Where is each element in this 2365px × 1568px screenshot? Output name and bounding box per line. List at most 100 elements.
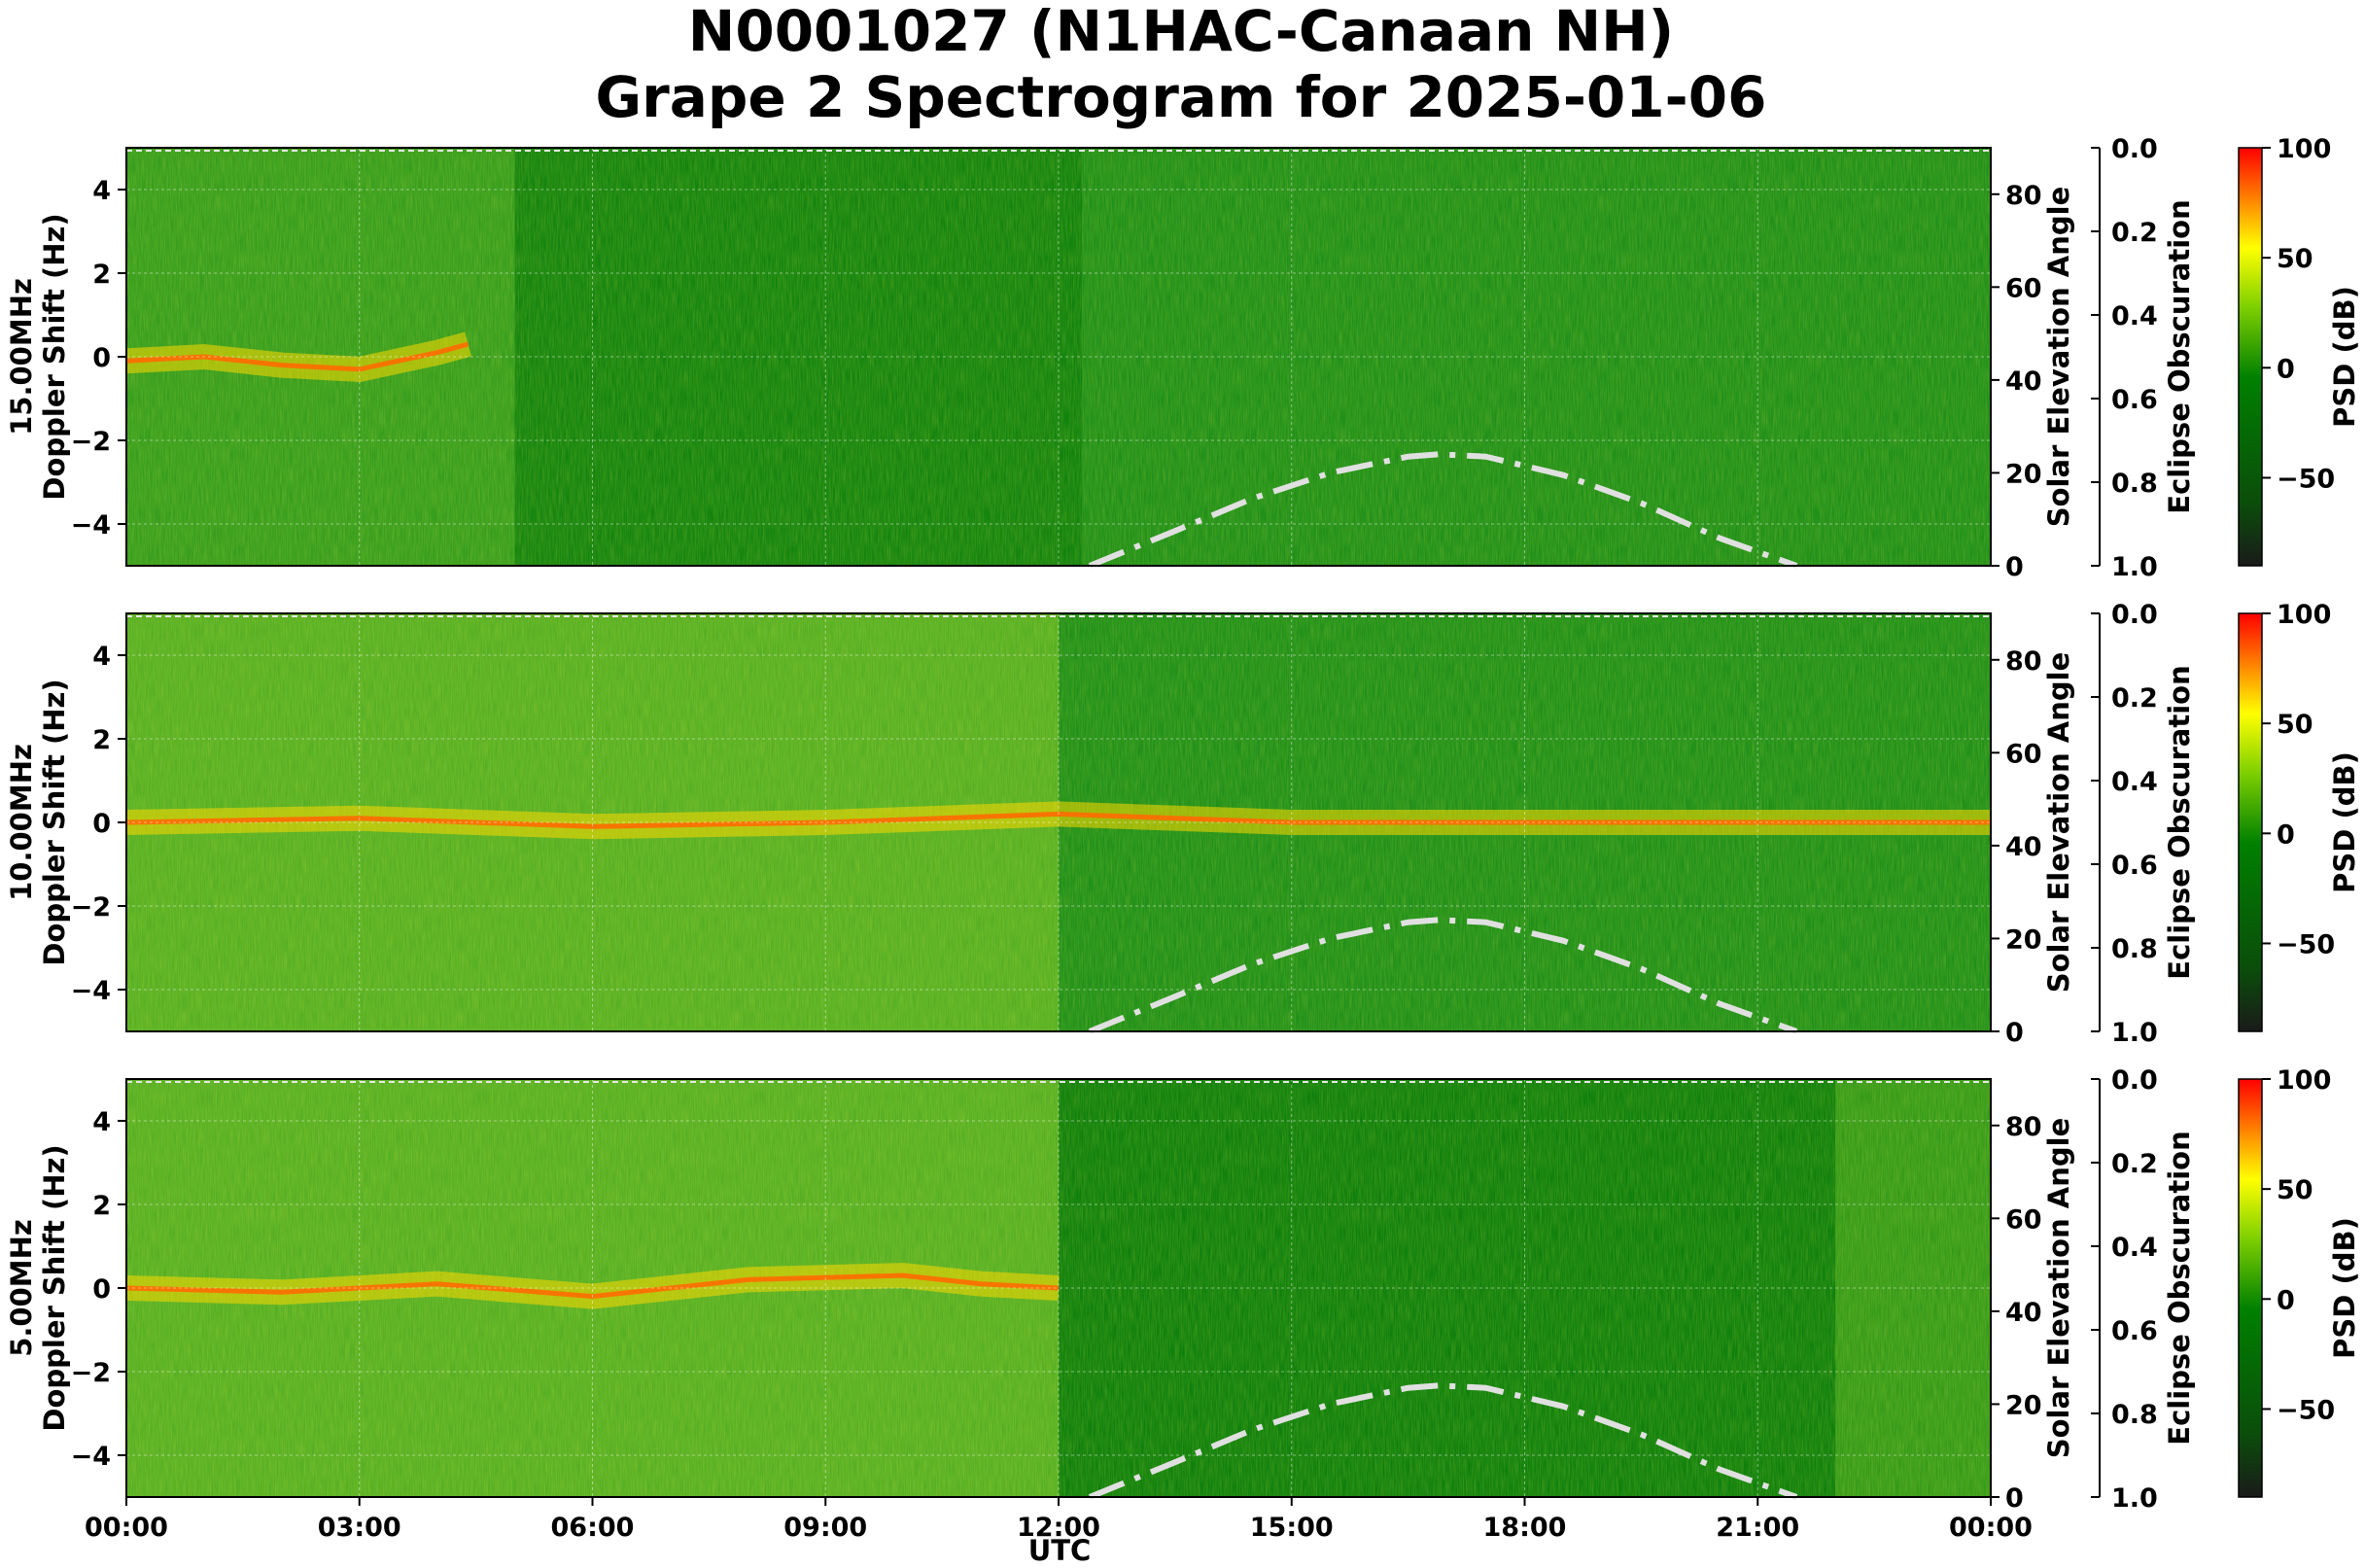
y3-tick-label: 0.0 — [2111, 600, 2158, 630]
y3-tick-label: 0.6 — [2111, 851, 2158, 881]
colorbar-tick-label: 100 — [2277, 600, 2331, 630]
colorbar — [2238, 1078, 2263, 1498]
y-tick-label: 2 — [92, 1191, 111, 1221]
y2-tick-label: 20 — [2005, 1390, 2042, 1420]
x-tick-label: 15:00 — [1250, 1513, 1334, 1543]
y3-tick-label: 0.0 — [2111, 134, 2158, 164]
y-tick-label: 4 — [92, 642, 111, 672]
x-tick-label: 00:00 — [1949, 1513, 2033, 1543]
y-tick-label: −2 — [71, 892, 111, 923]
y3-tick-label: 1.0 — [2111, 1483, 2158, 1514]
y-tick-label: −4 — [71, 510, 111, 540]
y3-tick-label: 1.0 — [2111, 552, 2158, 582]
y2-tick-label: 40 — [2005, 832, 2042, 862]
x-tick-label: 00:00 — [85, 1513, 168, 1543]
y2-tick-label: 80 — [2005, 1112, 2042, 1142]
y2-tick-label: 20 — [2005, 459, 2042, 489]
y3-tick-label: 0.0 — [2111, 1065, 2158, 1096]
colorbar — [2238, 612, 2263, 1032]
y-tick-label: 0 — [92, 809, 111, 839]
colorbar-tick-label: −50 — [2277, 1395, 2335, 1425]
y2-tick-label: 60 — [2005, 273, 2042, 303]
solar-elevation-curve — [1088, 451, 1798, 569]
y2-axis-label: Solar Elevation Angle — [2042, 1118, 2075, 1459]
y3-tick-label: 0.2 — [2111, 1149, 2158, 1179]
y2-axis-label: Solar Elevation Angle — [2042, 187, 2075, 528]
colorbar-label: PSD (dB) — [2328, 286, 2361, 428]
y2-tick-label: 80 — [2005, 181, 2042, 211]
y-axis-label-doppler: Doppler Shift (Hz) — [38, 213, 71, 500]
y3-tick-label: 0.2 — [2111, 218, 2158, 248]
y2-tick-label: 40 — [2005, 366, 2042, 397]
y3-axis-label: Eclipse Obscuration — [2163, 199, 2196, 513]
colorbar-tick-label: 100 — [2277, 1065, 2331, 1096]
y3-tick-label: 0.6 — [2111, 1316, 2158, 1346]
panel-1: 420−2−415.00MHz Doppler Shift (Hz)8060402… — [5, 134, 2361, 582]
y2-tick-label: 60 — [2005, 739, 2042, 769]
y-axis-label-freq: 10.00MHz — [5, 744, 38, 901]
y2-axis-label: Solar Elevation Angle — [2042, 652, 2075, 993]
y3-tick-label: 0.4 — [2111, 301, 2158, 331]
y-tick-label: 2 — [92, 260, 111, 290]
solar-elevation-curve — [1088, 917, 1798, 1034]
colorbar-tick-label: 0 — [2277, 354, 2295, 384]
x-tick-label: 21:00 — [1716, 1513, 1799, 1543]
y2-tick-label: 0 — [2005, 1483, 2024, 1514]
colorbar-tick-label: 0 — [2277, 819, 2295, 850]
y2-tick-label: 20 — [2005, 924, 2042, 955]
colorbar-tick-label: −50 — [2277, 929, 2335, 959]
colorbar-tick-label: 0 — [2277, 1285, 2295, 1315]
y-tick-label: −4 — [71, 1442, 111, 1472]
chart-title-line2: Grape 2 Spectrogram for 2025-01-06 — [596, 64, 1767, 130]
y-tick-label: 2 — [92, 725, 111, 755]
carrier-trace — [125, 341, 470, 372]
x-tick-label: 18:00 — [1483, 1513, 1567, 1543]
y3-tick-label: 0.6 — [2111, 385, 2158, 415]
colorbar-label: PSD (dB) — [2328, 1217, 2361, 1359]
y-tick-label: −2 — [71, 427, 111, 457]
y3-tick-label: 0.4 — [2111, 767, 2158, 797]
colorbar-tick-label: −50 — [2277, 464, 2335, 494]
y3-tick-label: 1.0 — [2111, 1018, 2158, 1048]
colorbar-tick-label: 100 — [2277, 134, 2331, 164]
colorbar-tick-label: 50 — [2277, 710, 2313, 740]
y-axis-label-freq: 15.00MHz — [5, 278, 38, 436]
y-axis-label-freq: 5.00MHz — [5, 1219, 38, 1357]
y-tick-label: −2 — [71, 1358, 111, 1388]
y3-axis-label: Eclipse Obscuration — [2163, 1131, 2196, 1445]
x-tick-label: 06:00 — [551, 1513, 635, 1543]
colorbar-tick-label: 50 — [2277, 244, 2313, 274]
y2-tick-label: 0 — [2005, 1018, 2024, 1048]
y3-axis-label: Eclipse Obscuration — [2163, 665, 2196, 979]
y-tick-label: 4 — [92, 1107, 111, 1137]
colorbar-tick-label: 50 — [2277, 1175, 2313, 1205]
y2-tick-label: 80 — [2005, 646, 2042, 677]
chart-title-line1: N0001027 (N1HAC-Canaan NH) — [688, 0, 1674, 64]
x-axis-label: UTC — [1028, 1534, 1092, 1567]
y3-tick-label: 0.2 — [2111, 683, 2158, 714]
solar-elevation-curve — [1088, 1382, 1798, 1500]
y3-tick-label: 0.8 — [2111, 1400, 2158, 1430]
panels-group: 420−2−415.00MHz Doppler Shift (Hz)8060402… — [5, 134, 2361, 1543]
y3-tick-label: 0.8 — [2111, 469, 2158, 499]
y-axis-label-doppler: Doppler Shift (Hz) — [38, 679, 71, 965]
colorbar-label: PSD (dB) — [2328, 751, 2361, 893]
y-tick-label: 4 — [92, 176, 111, 206]
colorbar — [2238, 147, 2263, 567]
y-tick-label: −4 — [71, 976, 111, 1006]
y3-tick-label: 0.4 — [2111, 1233, 2158, 1263]
carrier-trace — [125, 811, 1991, 829]
y2-tick-label: 0 — [2005, 552, 2024, 582]
y2-tick-label: 40 — [2005, 1298, 2042, 1328]
x-tick-label: 09:00 — [783, 1513, 867, 1543]
y2-tick-label: 60 — [2005, 1204, 2042, 1235]
x-tick-label: 03:00 — [318, 1513, 401, 1543]
carrier-trace — [125, 1272, 1060, 1300]
y-axis-label-doppler: Doppler Shift (Hz) — [38, 1144, 71, 1431]
x-tick-label: 12:00 — [1017, 1513, 1100, 1543]
panel-2: 420−2−410.00MHz Doppler Shift (Hz)8060402… — [5, 600, 2361, 1048]
y-tick-label: 0 — [92, 1274, 111, 1305]
y3-tick-label: 0.8 — [2111, 934, 2158, 964]
panel-3: 420−2−45.00MHz Doppler Shift (Hz)80604020… — [5, 1065, 2361, 1514]
